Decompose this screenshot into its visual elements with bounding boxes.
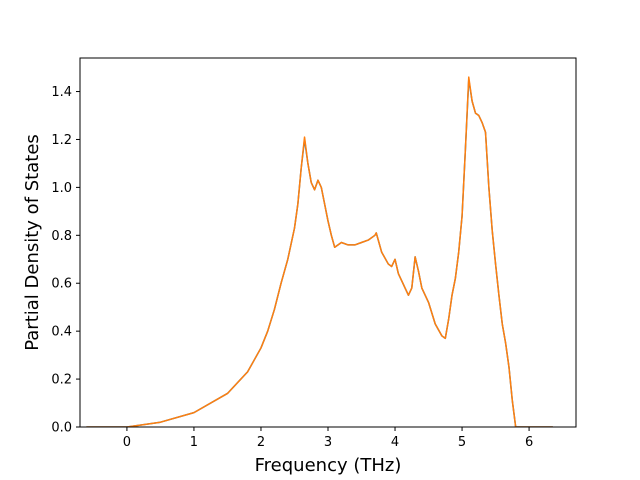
x-tick-label: 6 xyxy=(525,435,533,450)
x-tick-label: 3 xyxy=(324,435,332,450)
y-tick-label: 0.8 xyxy=(51,229,72,244)
series-line-2 xyxy=(85,76,554,427)
x-axis-label: Frequency (THz) xyxy=(255,455,402,476)
y-tick-label: 0.0 xyxy=(51,421,72,436)
x-tick-label: 4 xyxy=(391,435,399,450)
y-tick-label: 1.0 xyxy=(51,181,72,196)
y-tick-label: 0.6 xyxy=(51,277,72,292)
x-tick-label: 5 xyxy=(458,435,466,450)
y-tick-label: 1.4 xyxy=(51,85,72,100)
x-tick-label: 1 xyxy=(190,435,198,450)
plot-area xyxy=(85,76,554,427)
y-axis-label: Partial Density of States xyxy=(22,134,43,351)
axes-frame xyxy=(79,57,577,428)
y-tick-label: 0.4 xyxy=(51,325,72,340)
axis-ticks: 0 1 2 3 4 5 6 0.0 0.2 0.4 0.6 0.8 1.0 1.2 1.4 xyxy=(51,85,533,450)
y-tick-label: 1.2 xyxy=(51,133,72,148)
x-tick-label: 2 xyxy=(257,435,265,450)
y-tick-label: 0.2 xyxy=(51,373,72,388)
x-tick-label: 0 xyxy=(123,435,131,450)
